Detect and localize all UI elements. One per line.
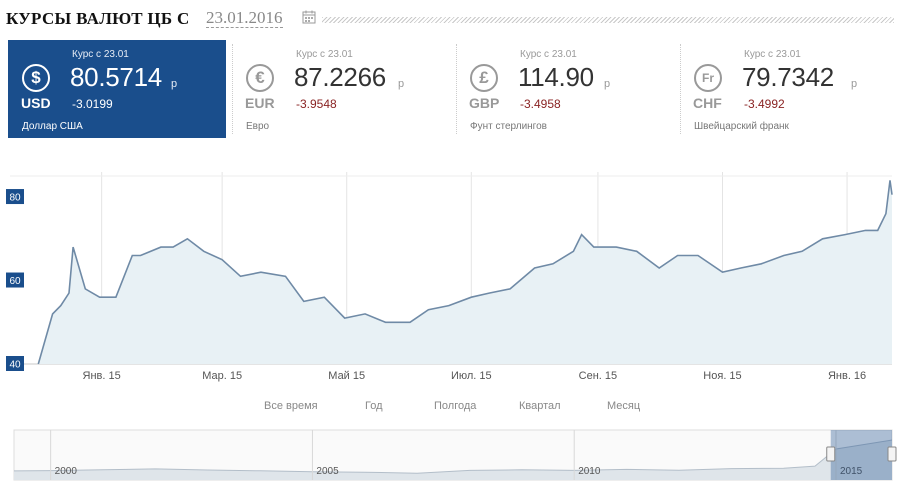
- navigator-tick-label: 2015: [840, 466, 863, 477]
- currency-code: GBP: [469, 95, 500, 111]
- series-line: [37, 180, 893, 365]
- rate-date-label: Курс с 23.01: [744, 49, 801, 60]
- x-tick-label: Июл. 15: [451, 370, 492, 382]
- y-tick-label: 80: [9, 193, 21, 204]
- x-tick-label: Сен. 15: [579, 370, 617, 382]
- currency-name: Фунт стерлингов: [470, 121, 547, 132]
- rate-value: 79.7342: [742, 62, 834, 92]
- currency-code: USD: [21, 95, 51, 111]
- card-divider: [232, 44, 233, 134]
- card-divider: [680, 44, 681, 134]
- navigator-line: [13, 439, 893, 474]
- rate-change: -3.0199: [72, 97, 113, 111]
- date-picker-value[interactable]: 23.01.2016: [206, 8, 283, 28]
- range-all-button[interactable]: Все время: [264, 400, 318, 412]
- currency-name: Швейцарский франк: [694, 121, 789, 132]
- page-header: КУРСЫ ВАЛЮТ ЦБ С 23.01.2016: [0, 6, 900, 32]
- currency-card-usd[interactable]: $ USD Курс с 23.01 80.5714 р -3.0199 Дол…: [8, 40, 226, 138]
- rate-value: 87.2266: [294, 62, 386, 92]
- rate-unit: р: [171, 78, 178, 90]
- currency-cards: $ USD Курс с 23.01 80.5714 р -3.0199 Дол…: [8, 40, 900, 140]
- rate-change: -3.4992: [744, 97, 785, 111]
- navigator-tick-label: 2005: [316, 466, 339, 477]
- y-tick-label: 40: [9, 360, 21, 371]
- rate-chart-svg: Янв. 15 Мар. 15 Май 15 Июл. 15 Сен. 15 Ноя. 1…: [6, 172, 897, 481]
- currency-name: Евро: [246, 121, 270, 132]
- navigator-tick-label: 2000: [55, 466, 78, 477]
- x-tick-label: Ноя. 15: [703, 370, 741, 382]
- x-tick-label: Янв. 15: [83, 370, 121, 382]
- navigator-handle: [887, 446, 897, 462]
- card-divider: [456, 44, 457, 134]
- page-title: КУРСЫ ВАЛЮТ ЦБ С: [6, 9, 190, 28]
- x-tick-label: Май 15: [328, 370, 365, 382]
- navigator-tick-label: 2010: [578, 466, 601, 477]
- rate-change: -3.4958: [520, 97, 561, 111]
- currency-code: CHF: [693, 95, 722, 111]
- y-tick-box: [6, 272, 24, 288]
- x-tick-label: Мар. 15: [202, 370, 242, 382]
- rate-value: 114.90: [518, 62, 594, 92]
- calendar-icon[interactable]: [302, 10, 316, 24]
- pound-icon: £: [470, 64, 498, 92]
- currency-card-gbp[interactable]: £ GBP Курс с 23.01 114.90 р -3.4958 Фунт…: [456, 40, 674, 138]
- range-month-button[interactable]: Месяц: [607, 400, 641, 412]
- rate-change: -3.9548: [296, 97, 337, 111]
- currency-code: EUR: [245, 95, 275, 111]
- y-tick-box: [6, 356, 24, 371]
- rate-unit: р: [851, 78, 858, 90]
- range-year-button[interactable]: Год: [365, 400, 383, 412]
- y-tick-box: [6, 189, 24, 205]
- currency-name: Доллар США: [22, 121, 83, 132]
- rate-chart[interactable]: Янв. 15 Мар. 15 Май 15 Июл. 15 Сен. 15 Ноя. 1…: [0, 150, 900, 485]
- rate-unit: р: [604, 78, 611, 90]
- euro-icon: €: [246, 64, 274, 92]
- rate-date-label: Курс с 23.01: [72, 49, 129, 60]
- header-divider: [322, 17, 894, 23]
- navigator-handle: [826, 446, 836, 462]
- rate-unit: р: [398, 78, 405, 90]
- franc-icon: Fr: [694, 64, 722, 92]
- rate-value: 80.5714: [70, 62, 162, 92]
- rate-date-label: Курс с 23.01: [520, 49, 577, 60]
- currency-card-eur[interactable]: € EUR Курс с 23.01 87.2266 р -3.9548 Евр…: [232, 40, 450, 138]
- navigator-selection: [830, 430, 892, 480]
- currency-card-chf[interactable]: Fr CHF Курс с 23.01 79.7342 р -3.4992 Шв…: [680, 40, 898, 138]
- navigator-area: [14, 440, 892, 480]
- range-quarter-button[interactable]: Квартал: [519, 400, 561, 412]
- rate-date-label: Курс с 23.01: [296, 49, 353, 60]
- y-tick-label: 60: [9, 276, 21, 287]
- dollar-icon: $: [22, 64, 50, 92]
- range-halfyear-button[interactable]: Полгода: [434, 400, 477, 412]
- x-tick-label: Янв. 16: [828, 370, 866, 382]
- series-area: [38, 180, 893, 364]
